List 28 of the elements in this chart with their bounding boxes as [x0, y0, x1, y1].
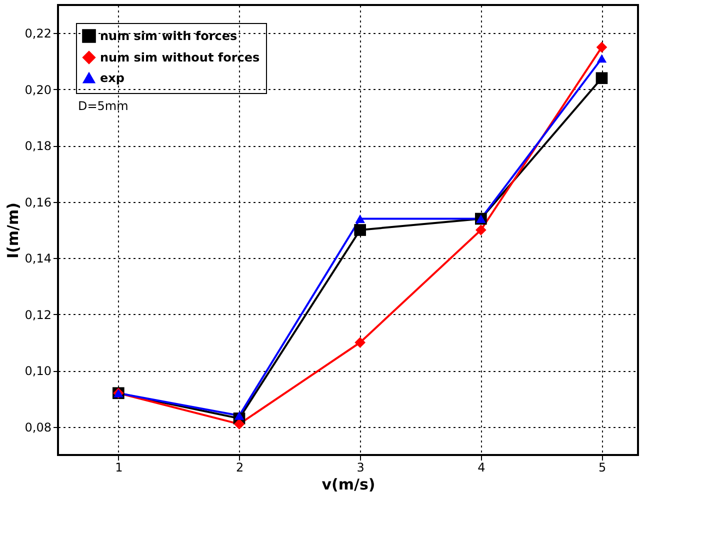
x-tick-label: 1	[115, 460, 123, 474]
y-tick-label: 0,08	[24, 420, 52, 434]
point	[355, 214, 365, 223]
annotation: D=5mm	[78, 99, 128, 113]
point	[475, 224, 486, 236]
legend-label: exp	[100, 71, 125, 85]
point	[596, 72, 608, 84]
point	[354, 224, 366, 236]
point	[234, 411, 244, 420]
point	[234, 418, 245, 430]
x-tick-label: 5	[598, 460, 606, 474]
point	[354, 337, 366, 348]
point	[596, 42, 608, 53]
y-tick-label: 0,18	[24, 139, 52, 154]
x-tick-label: 4	[478, 460, 486, 474]
legend-label: num sim with forces	[100, 29, 238, 43]
x-tick-label: 2	[236, 460, 244, 474]
y-tick-label: 0,22	[24, 26, 52, 41]
legend-label: num sim without forces	[100, 50, 260, 64]
point	[596, 54, 607, 63]
y-tick-label: 0,14	[24, 252, 52, 266]
y-tick-label: 0,16	[24, 195, 52, 210]
y-tick-label: 0,10	[24, 364, 52, 378]
x-axis-title: v(m/s)	[322, 476, 376, 494]
y-tick-label: 0,12	[24, 308, 52, 322]
y-axis-title: I(m/m)	[4, 202, 22, 259]
y-tick-label: 0,20	[24, 82, 52, 97]
x-tick-label: 3	[356, 460, 364, 474]
